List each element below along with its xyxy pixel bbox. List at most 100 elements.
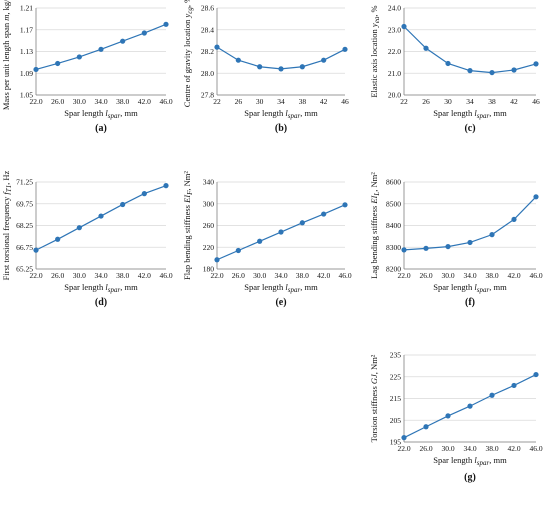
y-tick-label: 21.0 <box>388 69 401 78</box>
x-tick-label: 22.0 <box>210 271 223 280</box>
y-tick-label: 20.0 <box>388 91 401 100</box>
data-point <box>342 202 348 208</box>
x-tick-label: 30.0 <box>441 271 454 280</box>
x-tick-label: 34.0 <box>463 271 476 280</box>
data-point <box>98 46 104 52</box>
y-tick-label: 8200 <box>386 265 401 274</box>
chart-panel-g: 195 205 215 225 235 22.0 26.0 30.0 34.0 38.0 42.0 4… <box>369 351 543 484</box>
data-point <box>299 220 305 226</box>
data-point <box>235 247 241 254</box>
y-tick-label: 340 <box>203 178 215 187</box>
x-tick-label: 42.0 <box>138 97 151 106</box>
y-tick-label: 69.75 <box>16 199 33 208</box>
data-point <box>445 60 451 67</box>
x-tick-label: 22.0 <box>29 271 42 280</box>
x-tick-label: 22.0 <box>397 444 410 453</box>
data-point <box>257 64 263 70</box>
data-point <box>467 403 473 409</box>
data-point <box>33 66 39 73</box>
x-tick-label: 26.0 <box>51 97 64 106</box>
y-axis-label: Centre of gravity location ycg, % <box>182 0 194 107</box>
data-point <box>163 21 169 27</box>
data-point <box>98 213 104 219</box>
x-tick-label: 38 <box>299 97 307 106</box>
x-tick-label: 26.0 <box>419 444 432 453</box>
data-point <box>278 229 284 235</box>
x-axis-label: Spar length lspar, mm <box>244 108 318 120</box>
data-point <box>533 61 539 67</box>
panel-label: (c) <box>464 123 475 134</box>
x-tick-label: 26.0 <box>51 271 64 280</box>
data-point <box>511 216 517 223</box>
x-tick-label: 46 <box>341 97 349 106</box>
y-tick-label: 8400 <box>386 221 401 230</box>
x-tick-label: 30.0 <box>73 97 86 106</box>
data-point <box>423 245 429 251</box>
y-tick-label: 220 <box>203 243 215 252</box>
x-tick-label: 42 <box>320 97 328 106</box>
x-axis-label: Spar length lspar, mm <box>433 455 507 467</box>
x-tick-label: 22 <box>400 97 408 106</box>
x-tick-label: 26 <box>422 97 430 106</box>
data-point <box>489 232 495 238</box>
panel-label: (b) <box>275 123 287 134</box>
x-tick-label: 42.0 <box>317 271 330 280</box>
chart-panel-f: 8200 8300 8400 8500 8600 22.0 26.0 30.0 34.0 38.0… <box>369 172 543 308</box>
data-point <box>141 30 147 36</box>
data-point <box>401 23 407 30</box>
x-tick-label: 42 <box>510 97 518 106</box>
panel-label: (a) <box>95 123 107 134</box>
data-point <box>76 225 82 231</box>
x-tick-label: 34.0 <box>94 271 107 280</box>
x-axis-label: Spar length lspar, mm <box>433 282 507 294</box>
data-point <box>278 66 284 72</box>
x-tick-label: 30.0 <box>73 271 86 280</box>
y-tick-label: 180 <box>203 265 215 274</box>
y-tick-label: 23.0 <box>388 25 401 34</box>
y-tick-label: 68.25 <box>16 221 33 230</box>
data-point <box>214 257 220 263</box>
data-point <box>511 382 517 389</box>
x-tick-label: 34.0 <box>274 271 287 280</box>
y-tick-label: 235 <box>390 351 402 360</box>
data-point <box>445 413 451 419</box>
x-tick-label: 46 <box>532 97 540 106</box>
x-tick-label: 30.0 <box>253 271 266 280</box>
x-tick-label: 34 <box>277 97 285 106</box>
y-axis-label: Lag bending stiffness EIL, Nm² <box>369 172 381 279</box>
y-tick-label: 1.17 <box>20 25 33 34</box>
y-tick-label: 28.4 <box>201 25 214 34</box>
panel-label: (d) <box>95 297 107 308</box>
data-point <box>489 392 495 398</box>
x-tick-label: 38.0 <box>296 271 309 280</box>
chart-panel-b: 27.8 28.0 28.2 28.4 28.6 22 26 30 34 38 42 46 Spar l… <box>182 0 349 134</box>
x-axis-label: Spar length lspar, mm <box>64 108 138 120</box>
x-tick-label: 46.0 <box>159 97 172 106</box>
data-point <box>76 54 82 60</box>
data-point <box>141 191 147 197</box>
y-tick-label: 215 <box>390 394 402 403</box>
x-axis-label: Spar length lspar, mm <box>244 282 318 294</box>
x-tick-label: 34 <box>466 97 474 106</box>
data-point <box>467 68 473 74</box>
y-tick-label: 300 <box>203 199 215 208</box>
y-tick-label: 205 <box>390 416 402 425</box>
x-axis-label: Spar length lspar, mm <box>64 282 138 294</box>
data-point <box>55 236 61 242</box>
data-point <box>445 243 451 250</box>
data-point <box>214 44 220 50</box>
x-tick-label: 26.0 <box>232 271 245 280</box>
data-point <box>55 60 61 67</box>
data-point <box>299 64 305 70</box>
y-tick-label: 260 <box>203 221 215 230</box>
y-tick-label: 225 <box>390 372 402 381</box>
data-point <box>467 239 473 246</box>
data-point <box>423 424 429 430</box>
x-tick-label: 38 <box>488 97 496 106</box>
panel-label: (g) <box>464 472 476 483</box>
series-line <box>216 46 346 70</box>
data-point <box>321 57 327 63</box>
y-tick-label: 1.13 <box>20 47 33 56</box>
y-tick-label: 27.8 <box>201 91 214 100</box>
